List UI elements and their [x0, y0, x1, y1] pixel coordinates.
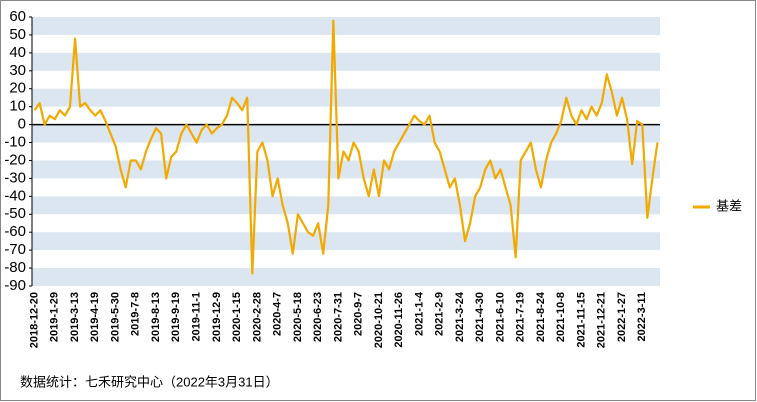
y-tick-label: 0 [18, 116, 26, 133]
x-tick-label: 2020-2-28 [251, 292, 263, 342]
x-tick-label: 2021-4-30 [474, 292, 486, 342]
y-tick-label: -10 [4, 134, 26, 151]
x-tick-label: 2018-12-20 [28, 292, 40, 348]
x-tick-label: 2019-9-19 [170, 292, 182, 342]
y-tick-label: -60 [4, 223, 26, 240]
x-tick-label: 2020-9-7 [353, 292, 365, 336]
y-tick-label: -90 [4, 277, 26, 294]
x-tick-label: 2019-12-9 [211, 292, 223, 342]
grid-band [32, 196, 660, 215]
x-tick-label: 2021-6-10 [494, 292, 506, 342]
y-tick-label: -50 [4, 205, 26, 222]
grid-band [32, 232, 660, 251]
x-tick-label: 2021-7-19 [515, 292, 527, 342]
y-tick-label: 30 [9, 62, 26, 79]
x-tick-label: 2020-6-23 [312, 292, 324, 342]
y-tick-label: 40 [9, 44, 26, 61]
y-tick-label: 60 [9, 8, 26, 25]
x-tick-label: 2021-11-15 [575, 292, 587, 348]
x-tick-label: 2021-8-24 [535, 291, 547, 342]
x-tick-label: 2022-3-11 [636, 292, 648, 342]
x-tick-label: 2021-1-4 [413, 291, 425, 336]
x-tick-label: 2019-4-19 [89, 292, 101, 342]
y-tick-label: 50 [9, 26, 26, 43]
x-tick-label: 2020-10-21 [373, 292, 385, 348]
y-tick-label: -40 [4, 187, 26, 204]
y-tick-label: 10 [9, 98, 26, 115]
x-tick-label: 2019-5-30 [109, 292, 121, 342]
x-tick-label: 2020-4-7 [272, 292, 284, 336]
x-tick-label: 2019-3-13 [69, 292, 81, 342]
y-tick-label: 20 [9, 80, 26, 97]
x-tick-label: 2019-8-13 [150, 292, 162, 342]
x-tick-label: 2020-11-26 [393, 292, 405, 348]
grid-band [32, 52, 660, 71]
grid-band [32, 160, 660, 179]
x-tick-label: 2020-1-15 [231, 292, 243, 342]
grid-band [32, 17, 660, 35]
x-tick-label: 2020-7-31 [332, 292, 344, 342]
x-tick-label: 2020-5-18 [292, 292, 304, 342]
grid-band [32, 124, 660, 143]
series-line [33, 19, 659, 275]
x-tick-label: 2021-3-24 [454, 291, 466, 342]
x-tick-label: 2022-1-27 [616, 292, 628, 342]
y-tick-label: -70 [4, 241, 26, 258]
y-tick-label: -30 [4, 169, 26, 186]
grid-band [32, 268, 660, 286]
x-tick-label: 2019-7-8 [130, 292, 142, 336]
x-tick-label: 2021-12-21 [596, 292, 608, 348]
x-tick-label: 2021-2-9 [434, 292, 446, 336]
y-tick-label: -80 [4, 259, 26, 276]
x-tick-label: 2019-1-29 [49, 292, 61, 342]
source-note: 数据统计：七禾研究中心（2022年3月31日） [20, 374, 279, 389]
x-tick-label: 2021-10-8 [555, 292, 567, 342]
x-tick-label: 2019-11-1 [191, 292, 203, 342]
legend-label: 基差 [716, 198, 742, 213]
grid-band [32, 88, 660, 107]
y-tick-label: -20 [4, 151, 26, 168]
